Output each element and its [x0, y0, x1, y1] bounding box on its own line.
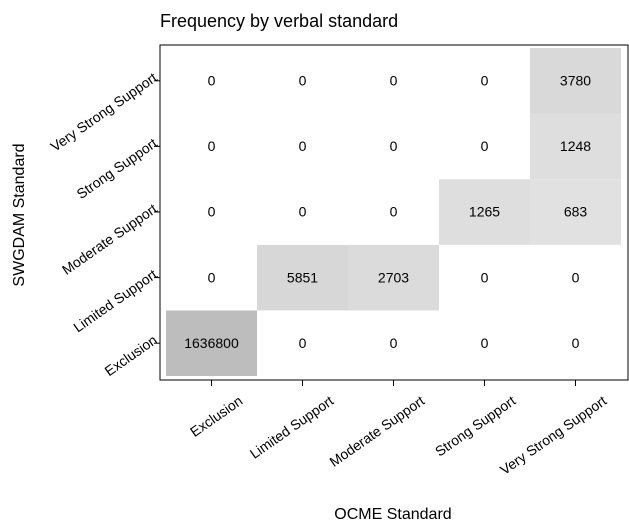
cell-label: 0 [481, 73, 489, 89]
heatmap-cell [166, 48, 257, 114]
cell-label: 0 [208, 204, 216, 220]
cell-label: 0 [390, 335, 398, 351]
cell-label: 0 [299, 204, 307, 220]
heatmap-cell [257, 179, 348, 245]
cell-label: 0 [481, 269, 489, 285]
heatmap-cell [439, 113, 530, 180]
heatmap-cell [348, 113, 439, 180]
chart-title: Frequency by verbal standard [160, 11, 398, 31]
cell-label: 0 [572, 335, 580, 351]
cell-label: 0 [299, 335, 307, 351]
cell-label: 0 [390, 73, 398, 89]
heatmap-cell [166, 310, 257, 376]
cell-label: 683 [564, 204, 588, 220]
cell-label: 0 [299, 138, 307, 154]
heatmap-cell [530, 310, 621, 376]
cell-label: 2703 [378, 269, 409, 285]
heatmap-cell [439, 48, 530, 114]
heatmap-cell [166, 179, 257, 245]
heatmap-cell [530, 113, 621, 180]
heatmap-cell [439, 310, 530, 376]
cell-label: 0 [208, 73, 216, 89]
y-tick-label: Limited Support [70, 266, 160, 335]
y-tick-label: Strong Support [74, 135, 160, 202]
cell-label: 0 [572, 269, 580, 285]
heatmap-cell [439, 179, 530, 245]
heatmap-cell [257, 113, 348, 180]
cell-label: 1265 [469, 204, 500, 220]
cell-label: 0 [208, 138, 216, 154]
heatmap-cell [166, 244, 257, 311]
heatmap-cell [257, 48, 348, 114]
cell-label: 0 [481, 335, 489, 351]
heatmap-cell [257, 310, 348, 376]
cell-label: 0 [390, 204, 398, 220]
y-tick-label: Exclusion [102, 332, 160, 379]
heatmap-cell [348, 244, 439, 311]
heatmap-cell [257, 244, 348, 311]
x-axis-title: OCME Standard [334, 506, 451, 523]
cell-label: 0 [481, 138, 489, 154]
x-tick-label: Strong Support [432, 392, 518, 459]
x-tick-label: Exclusion [187, 392, 245, 439]
x-tick-label: Moderate Support [326, 392, 427, 469]
heatmap-cell [348, 310, 439, 376]
heatmap-cell [166, 113, 257, 180]
cell-label: 3780 [560, 73, 591, 89]
cell-label: 1636800 [184, 335, 239, 351]
heatmap-cell [348, 48, 439, 114]
y-tick-label: Moderate Support [59, 200, 160, 277]
cell-label: 0 [390, 138, 398, 154]
cell-label: 0 [299, 73, 307, 89]
cell-label: 1248 [560, 138, 591, 154]
cell-label: 0 [208, 269, 216, 285]
heatmap-cell [530, 244, 621, 311]
y-axis-title: SWGDAM Standard [11, 143, 28, 286]
heatmap-cell [348, 179, 439, 245]
heatmap-cell [530, 48, 621, 114]
x-tick-label: Limited Support [247, 392, 337, 461]
heatmap-cell [530, 179, 621, 245]
heatmap-cell [439, 244, 530, 311]
cell-label: 5851 [287, 269, 318, 285]
